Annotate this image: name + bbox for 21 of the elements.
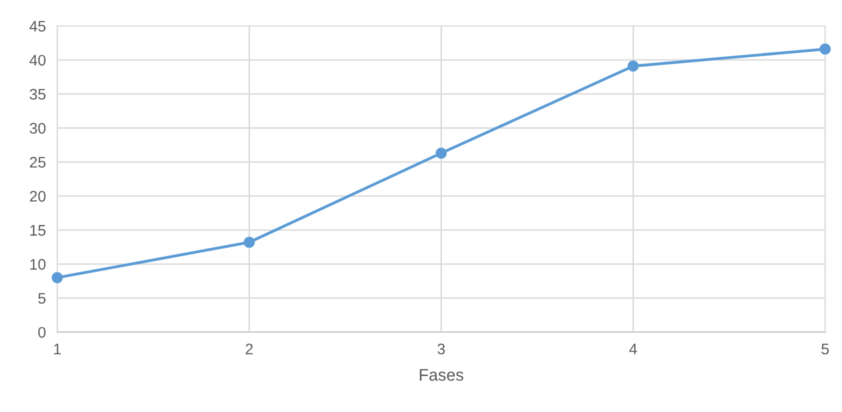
x-tick-label: 3 [438, 344, 445, 354]
y-tick-label: 40 [30, 54, 46, 66]
y-tick-label: 35 [30, 88, 46, 100]
point [244, 236, 255, 248]
x-tick-label: 2 [246, 344, 253, 354]
x-axis-title: Fases [420, 369, 464, 381]
point [52, 272, 63, 284]
y-tick-label: 20 [30, 190, 46, 202]
x-tick-label: 1 [54, 344, 61, 354]
y-tick-label: 45 [30, 20, 46, 32]
x-tick-label: 4 [629, 344, 637, 354]
point [820, 44, 831, 55]
y-tick-label: 5 [38, 293, 46, 304]
y-tick-label: 15 [30, 225, 46, 236]
y-tick-label: 10 [30, 258, 46, 270]
point [628, 60, 639, 72]
y-tick-label: 30 [30, 122, 46, 134]
x-tick-label: 5 [822, 344, 829, 354]
y-tick-label: 0 [38, 326, 46, 338]
point [436, 148, 447, 159]
y-tick-label: 25 [30, 156, 46, 168]
